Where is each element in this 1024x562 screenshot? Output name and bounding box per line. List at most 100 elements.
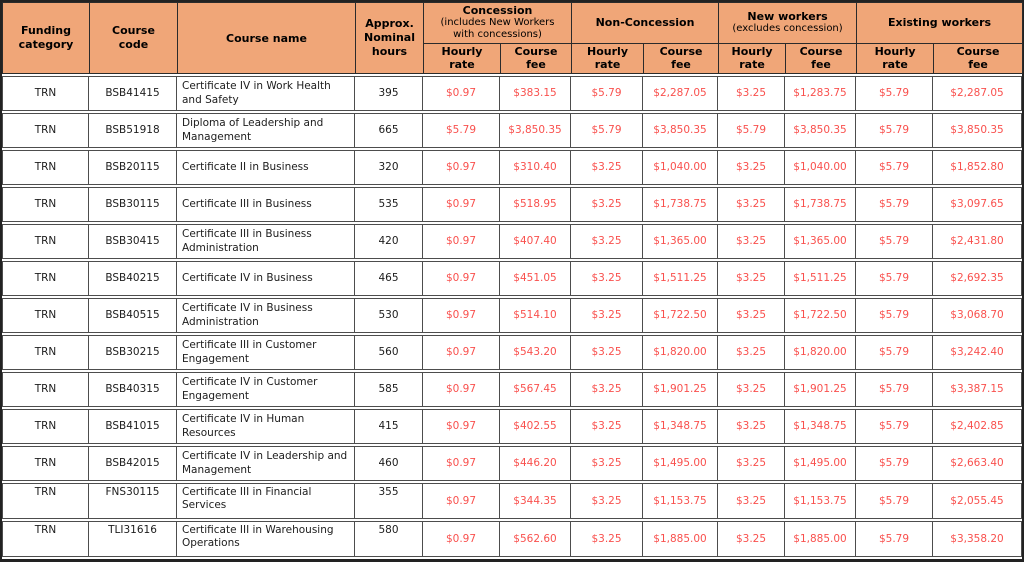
cell-c-fee: $407.40 <box>500 224 571 260</box>
cell-name: Certificate IV in Customer Engagement <box>177 372 355 408</box>
cell-hours: 415 <box>355 409 423 445</box>
cell-nw-hourly: $3.25 <box>718 446 785 482</box>
cell-ew-hourly: $5.79 <box>856 298 933 334</box>
cell-ew-hourly: $5.79 <box>856 150 933 186</box>
cell-funding: TRN <box>2 521 89 558</box>
cell-ew-hourly: $5.79 <box>856 76 933 112</box>
cell-funding: TRN <box>2 298 89 334</box>
cell-hours: 320 <box>355 150 423 186</box>
cell-name: Certificate IV in Work Health and Safety <box>177 76 355 112</box>
cell-nw-hourly: $3.25 <box>718 335 785 371</box>
cell-c-fee: $543.20 <box>500 335 571 371</box>
cell-code: BSB40315 <box>89 372 177 408</box>
subcol-new-workers-course-fee: Course fee <box>785 42 858 75</box>
cell-ew-fee: $2,402.85 <box>933 409 1022 445</box>
group-label: Existing workers <box>888 16 992 30</box>
cell-ew-fee: $2,692.35 <box>933 261 1022 297</box>
cell-funding: TRN <box>2 224 89 260</box>
cell-nc-fee: $1,901.25 <box>643 372 718 408</box>
cell-ew-hourly: $5.79 <box>856 261 933 297</box>
cell-ew-hourly: $5.79 <box>856 113 933 149</box>
fees-table-header: Funding category Course code Course name… <box>2 1 1024 75</box>
cell-funding: TRN <box>2 113 89 149</box>
subcol-existing-workers-course-fee: Course fee <box>933 42 1024 75</box>
group-note: (includes New Workers with concessions) <box>440 17 555 41</box>
cell-nc-fee: $1,885.00 <box>643 521 718 558</box>
cell-hours: 535 <box>355 187 423 223</box>
table-row: TRN BSB20115 Certificate II in Business 320… <box>2 150 1022 186</box>
cell-hours: 560 <box>355 335 423 371</box>
table-row: TRN BSB41415 Certificate IV in Work Health… <box>2 76 1022 112</box>
col-header-funding-category: Funding category <box>2 1 90 75</box>
cell-code: BSB41015 <box>89 409 177 445</box>
cell-c-hourly: $0.97 <box>423 372 500 408</box>
cell-c-hourly: $0.97 <box>423 446 500 482</box>
cell-funding: TRN <box>2 446 89 482</box>
cell-name: Certificate IV in Business Administratio… <box>177 298 355 334</box>
cell-nc-fee: $1,495.00 <box>643 446 718 482</box>
cell-nw-hourly: $3.25 <box>718 224 785 260</box>
cell-nw-fee: $1,153.75 <box>785 483 856 520</box>
cell-ew-fee: $3,358.20 <box>933 521 1022 558</box>
cell-ew-fee: $2,287.05 <box>933 76 1022 112</box>
cell-nc-hourly: $3.25 <box>571 261 643 297</box>
cell-c-fee: $451.05 <box>500 261 571 297</box>
col-group-non-concession: Non-Concession <box>571 2 720 44</box>
cell-c-hourly: $0.97 <box>423 187 500 223</box>
cell-ew-fee: $1,852.80 <box>933 150 1022 186</box>
cell-nw-fee: $1,820.00 <box>785 335 856 371</box>
cell-nc-fee: $3,850.35 <box>643 113 718 149</box>
cell-name: Diploma of Leadership and Management <box>177 113 355 149</box>
group-note: (excludes concession) <box>732 23 843 35</box>
cell-funding: TRN <box>2 187 89 223</box>
cell-ew-fee: $3,097.65 <box>933 187 1022 223</box>
cell-code: BSB20115 <box>89 150 177 186</box>
cell-nc-hourly: $3.25 <box>571 150 643 186</box>
cell-hours: 420 <box>355 224 423 260</box>
cell-nc-hourly: $3.25 <box>571 409 643 445</box>
group-label: Concession <box>462 4 533 17</box>
cell-c-hourly: $5.79 <box>423 113 500 149</box>
table-row: TRN FNS30115 Certificate III in Financial … <box>2 483 1022 520</box>
cell-code: BSB30215 <box>89 335 177 371</box>
group-label: New workers <box>747 10 828 24</box>
cell-c-fee: $446.20 <box>500 446 571 482</box>
cell-c-hourly: $0.97 <box>423 76 500 112</box>
subcol-non-concession-course-fee: Course fee <box>643 42 720 75</box>
table-row: TRN BSB51918 Diploma of Leadership and Man… <box>2 113 1022 149</box>
cell-name: Certificate IV in Business <box>177 261 355 297</box>
group-label: Non-Concession <box>595 16 695 30</box>
cell-c-fee: $383.15 <box>500 76 571 112</box>
table-row: TRN BSB42015 Certificate IV in Leadership … <box>2 446 1022 482</box>
cell-c-fee: $514.10 <box>500 298 571 334</box>
cell-hours: 665 <box>355 113 423 149</box>
col-header-course-code: Course code <box>89 1 178 75</box>
cell-ew-fee: $3,068.70 <box>933 298 1022 334</box>
cell-c-hourly: $0.97 <box>423 521 500 558</box>
cell-code: TLI31616 <box>89 521 177 558</box>
cell-nw-hourly: $5.79 <box>718 113 785 149</box>
subcol-existing-workers-hourly-rate: Hourly rate <box>856 42 935 75</box>
cell-name: Certificate II in Business <box>177 150 355 186</box>
cell-nw-fee: $1,365.00 <box>785 224 856 260</box>
table-row: TRN TLI31616 Certificate III in Warehousin… <box>2 521 1022 558</box>
cell-nc-fee: $1,153.75 <box>643 483 718 520</box>
cell-nw-hourly: $3.25 <box>718 372 785 408</box>
cell-c-hourly: $0.97 <box>423 150 500 186</box>
cell-hours: 530 <box>355 298 423 334</box>
cell-c-fee: $3,850.35 <box>500 113 571 149</box>
col-header-nominal-hours: Approx. Nominal hours <box>355 1 424 75</box>
cell-nc-hourly: $3.25 <box>571 224 643 260</box>
cell-hours: 355 <box>355 483 423 520</box>
cell-c-fee: $567.45 <box>500 372 571 408</box>
cell-hours: 580 <box>355 521 423 558</box>
cell-name: Certificate III in Business Administrati… <box>177 224 355 260</box>
cell-hours: 460 <box>355 446 423 482</box>
cell-funding: TRN <box>2 409 89 445</box>
cell-ew-hourly: $5.79 <box>856 187 933 223</box>
subcol-concession-hourly-rate: Hourly rate <box>423 42 501 75</box>
cell-ew-hourly: $5.79 <box>856 335 933 371</box>
cell-ew-fee: $3,242.40 <box>933 335 1022 371</box>
cell-nw-fee: $1,901.25 <box>785 372 856 408</box>
